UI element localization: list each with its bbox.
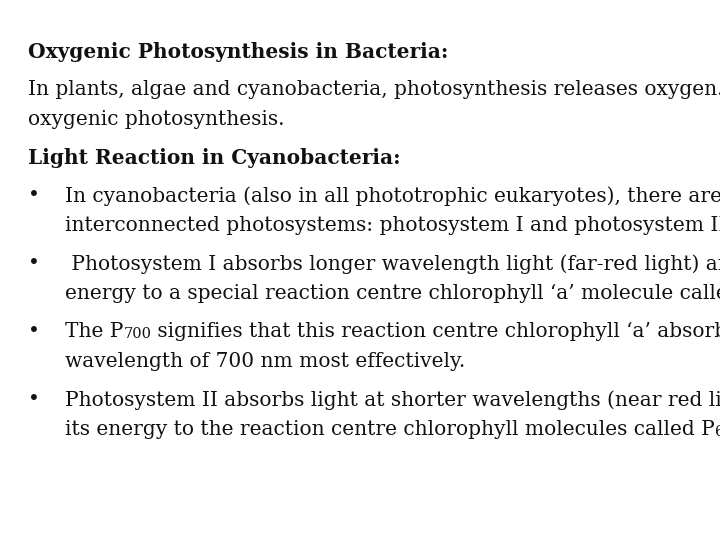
Text: Light Reaction in Cyanobacteria:: Light Reaction in Cyanobacteria:: [28, 148, 400, 168]
Text: oxygenic photosynthesis.: oxygenic photosynthesis.: [28, 110, 284, 129]
Text: Photosystem I absorbs longer wavelength light (far-red light) and funnels its: Photosystem I absorbs longer wavelength …: [65, 254, 720, 274]
Text: Photosystem II absorbs light at shorter wavelengths (near red light) and transfe: Photosystem II absorbs light at shorter …: [65, 390, 720, 410]
Text: energy to a special reaction centre chlorophyll ‘a’ molecule called P: energy to a special reaction centre chlo…: [65, 284, 720, 303]
Text: 680: 680: [715, 425, 720, 439]
Text: wavelength of 700 nm most effectively.: wavelength of 700 nm most effectively.: [65, 352, 465, 371]
Text: its energy to the reaction centre chlorophyll molecules called P: its energy to the reaction centre chloro…: [65, 420, 715, 439]
Text: •: •: [28, 322, 40, 341]
Text: In plants, algae and cyanobacteria, photosynthesis releases oxygen. This is call: In plants, algae and cyanobacteria, phot…: [28, 80, 720, 99]
Text: interconnected photosystems: photosystem I and photosystem II.: interconnected photosystems: photosystem…: [65, 216, 720, 235]
Text: The P: The P: [65, 322, 123, 341]
Text: •: •: [28, 254, 40, 273]
Text: •: •: [28, 390, 40, 409]
Text: signifies that this reaction centre chlorophyll ‘a’ absorbs light at a: signifies that this reaction centre chlo…: [151, 322, 720, 341]
Text: In cyanobacteria (also in all phototrophic eukaryotes), there are two distinct b: In cyanobacteria (also in all phototroph…: [65, 186, 720, 206]
Text: 700: 700: [123, 327, 151, 341]
Text: Oxygenic Photosynthesis in Bacteria:: Oxygenic Photosynthesis in Bacteria:: [28, 42, 449, 62]
Text: •: •: [28, 186, 40, 205]
